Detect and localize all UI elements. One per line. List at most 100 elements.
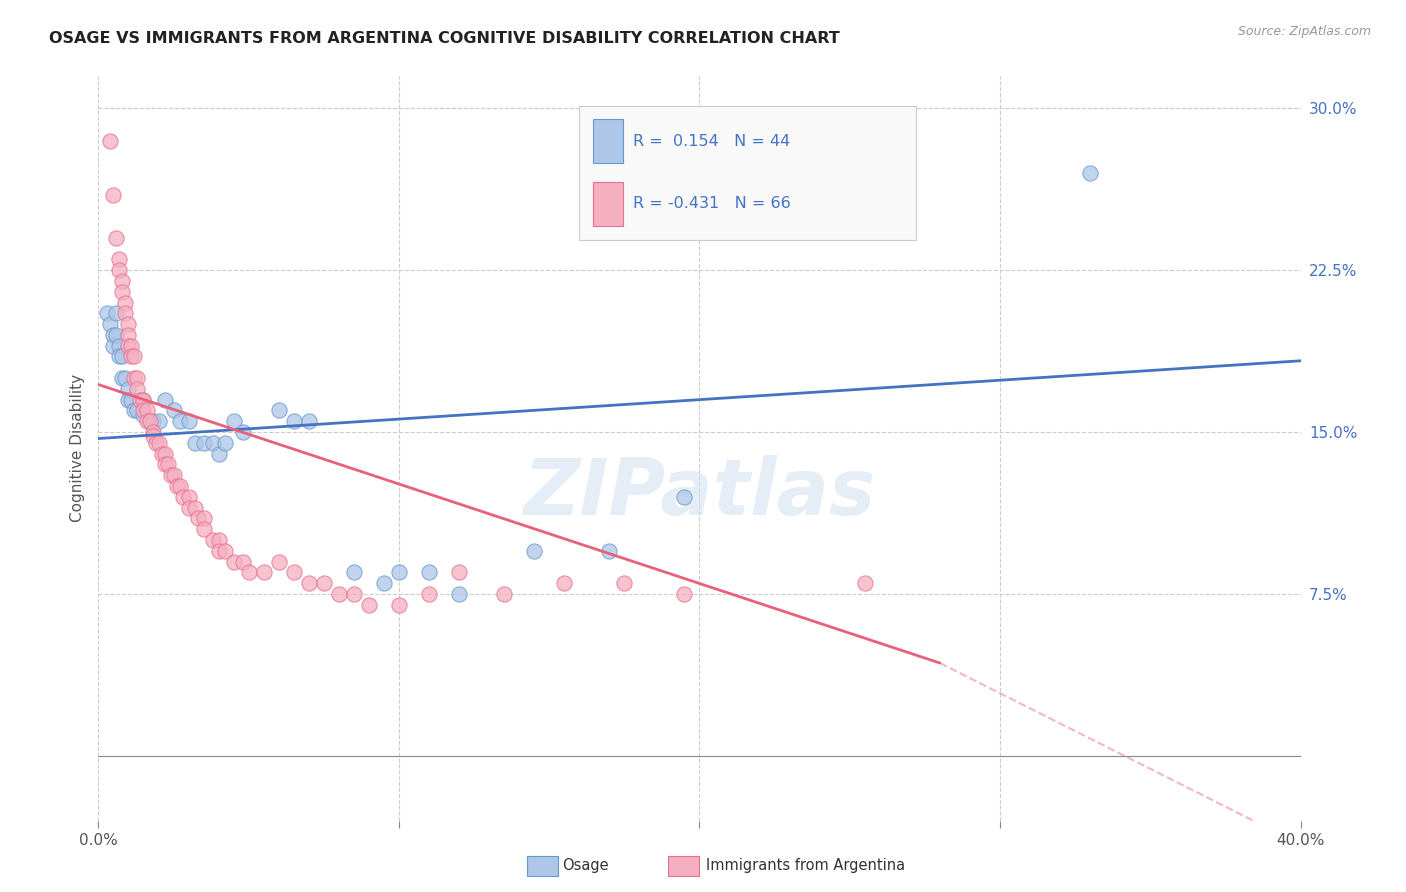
Point bbox=[523, 543, 546, 558]
Point bbox=[117, 392, 139, 407]
Point bbox=[553, 576, 575, 591]
Point bbox=[103, 327, 125, 342]
Point bbox=[103, 339, 125, 353]
Point bbox=[162, 468, 184, 483]
Point bbox=[208, 447, 231, 461]
Point bbox=[117, 382, 139, 396]
Point bbox=[121, 392, 143, 407]
Text: Immigrants from Argentina: Immigrants from Argentina bbox=[706, 858, 905, 872]
Point bbox=[117, 339, 139, 353]
Point bbox=[172, 490, 194, 504]
Point bbox=[343, 566, 366, 580]
Point bbox=[141, 414, 163, 428]
Point bbox=[373, 576, 395, 591]
Point bbox=[132, 392, 155, 407]
Point bbox=[100, 134, 122, 148]
Point bbox=[222, 414, 245, 428]
Point bbox=[108, 339, 131, 353]
Point bbox=[148, 414, 170, 428]
Point bbox=[100, 317, 122, 331]
Point bbox=[124, 371, 146, 385]
Point bbox=[156, 458, 179, 472]
Point bbox=[312, 576, 335, 591]
Point bbox=[108, 252, 131, 267]
Point bbox=[673, 490, 696, 504]
Point bbox=[124, 350, 146, 364]
Point bbox=[1078, 166, 1101, 180]
Point bbox=[141, 429, 163, 443]
Point bbox=[447, 587, 470, 601]
Point bbox=[127, 403, 149, 417]
Point bbox=[253, 566, 276, 580]
Point bbox=[141, 425, 163, 439]
Point bbox=[138, 414, 160, 428]
Point bbox=[201, 435, 224, 450]
Point bbox=[177, 490, 200, 504]
Point bbox=[114, 295, 136, 310]
Point bbox=[177, 414, 200, 428]
Point bbox=[388, 598, 411, 612]
Point bbox=[114, 306, 136, 320]
Point bbox=[111, 350, 134, 364]
Point bbox=[138, 414, 160, 428]
Point bbox=[117, 317, 139, 331]
Point bbox=[124, 403, 146, 417]
Point bbox=[111, 371, 134, 385]
Point bbox=[177, 500, 200, 515]
Point bbox=[105, 306, 128, 320]
Text: OSAGE VS IMMIGRANTS FROM ARGENTINA COGNITIVE DISABILITY CORRELATION CHART: OSAGE VS IMMIGRANTS FROM ARGENTINA COGNI… bbox=[49, 31, 839, 46]
Point bbox=[127, 382, 149, 396]
Point bbox=[193, 511, 215, 525]
Point bbox=[159, 468, 181, 483]
Point bbox=[214, 435, 236, 450]
Point bbox=[169, 479, 191, 493]
Point bbox=[129, 392, 152, 407]
Point bbox=[105, 327, 128, 342]
Point bbox=[298, 414, 321, 428]
Point bbox=[111, 285, 134, 299]
Point bbox=[328, 587, 350, 601]
Point bbox=[222, 555, 245, 569]
Point bbox=[121, 350, 143, 364]
Point bbox=[108, 263, 131, 277]
Point bbox=[267, 555, 290, 569]
Point bbox=[238, 566, 260, 580]
Point bbox=[613, 576, 636, 591]
Point bbox=[114, 371, 136, 385]
Point bbox=[214, 543, 236, 558]
Point bbox=[298, 576, 321, 591]
Point bbox=[418, 587, 440, 601]
Point bbox=[135, 414, 157, 428]
Point bbox=[357, 598, 380, 612]
Point bbox=[153, 447, 176, 461]
Point bbox=[96, 306, 118, 320]
Point bbox=[673, 587, 696, 601]
Point bbox=[145, 435, 167, 450]
Point bbox=[103, 187, 125, 202]
Point bbox=[193, 435, 215, 450]
Point bbox=[135, 403, 157, 417]
Point bbox=[193, 522, 215, 536]
Point bbox=[121, 339, 143, 353]
Point bbox=[111, 274, 134, 288]
Point bbox=[598, 543, 620, 558]
Point bbox=[853, 576, 876, 591]
Point bbox=[494, 587, 516, 601]
Point bbox=[183, 435, 205, 450]
Point bbox=[418, 566, 440, 580]
Point bbox=[117, 327, 139, 342]
Point bbox=[183, 500, 205, 515]
Point bbox=[447, 566, 470, 580]
Point bbox=[162, 403, 184, 417]
Point bbox=[132, 403, 155, 417]
Point bbox=[283, 566, 305, 580]
Point bbox=[208, 533, 231, 547]
Point bbox=[232, 425, 254, 439]
Point bbox=[150, 447, 173, 461]
Text: Osage: Osage bbox=[562, 858, 609, 872]
Point bbox=[166, 479, 188, 493]
Point bbox=[208, 543, 231, 558]
Point bbox=[388, 566, 411, 580]
Point bbox=[148, 435, 170, 450]
Point bbox=[201, 533, 224, 547]
